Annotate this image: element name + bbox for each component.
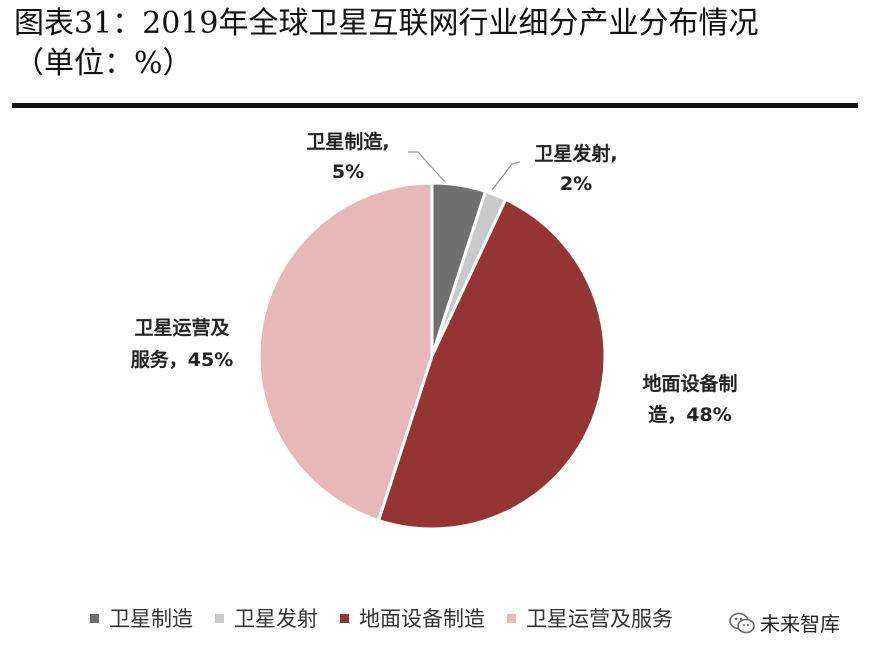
legend-swatch [215,613,224,623]
legend-label: 卫星发射 [234,607,318,631]
chart-title: 图表31：2019年全球卫星互联网行业细分产业分布情况 （单位：%） [14,4,860,84]
chart-title-line-1: 图表31：2019年全球卫星互联网行业细分产业分布情况 [14,6,759,41]
legend-item-satellite-launch: 卫星发射 [215,603,318,633]
slice-label-satellite-manufacturing-line-1: 卫星制造, [306,130,389,153]
legend-swatch [507,613,516,623]
pie-chart: 卫星制造, 5% 卫星发射, 2% 地面设备制造，48% 卫星运营及服务，45% [131,130,738,531]
pie-slice-ground-equipment [376,197,607,531]
slice-labels: 卫星制造, 5% 卫星发射, 2% 地面设备制造，48% 卫星运营及服务，45% [131,130,738,426]
legend-item-satellite-manufacturing: 卫星制造 [90,603,193,633]
legend-item-ground-equipment: 地面设备制造 [340,603,485,633]
title-divider [12,103,858,108]
legend-label: 卫星制造 [109,607,193,631]
slice-label-ground-equipment-line-1: 地面设备制 [642,372,737,395]
wechat-icon [729,612,755,633]
watermark-text: 未来智库 [760,612,840,636]
slice-label-ground-equipment-line-2: 造，48% [648,403,731,426]
slice-label-operations-services-line-2: 服务，45% [131,348,233,371]
legend-label: 地面设备制造 [359,607,485,631]
slice-label-satellite-launch-line-2: 2% [560,173,592,195]
leader-line-satellite-manufacturing [408,151,446,183]
legend: 卫星制造 卫星发射 地面设备制造 卫星运营及服务 [90,600,673,636]
chart-title-line-2: （单位：%） [14,46,193,81]
legend-swatch [340,613,349,623]
watermark: 未来智库 [722,606,846,639]
pie-slices [257,181,607,531]
leader-lines [408,151,521,191]
pie-slice-operations-services [257,181,434,523]
leader-line-satellite-launch [491,161,521,191]
slice-label-satellite-launch-line-1: 卫星发射, [534,142,617,165]
slice-label-operations-services-line-1: 卫星运营及 [134,316,230,339]
legend-label: 卫星运营及服务 [526,607,673,631]
legend-swatch [90,613,99,623]
slice-label-satellite-manufacturing-line-2: 5% [332,161,364,183]
legend-item-operations-services: 卫星运营及服务 [507,603,673,633]
